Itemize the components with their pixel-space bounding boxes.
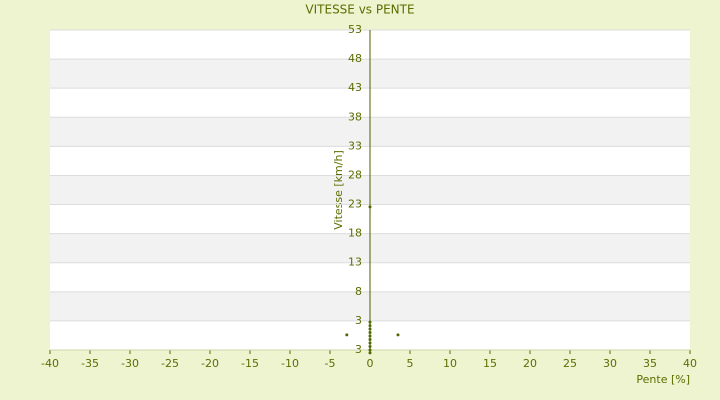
y-tick-label: 13 (348, 256, 362, 269)
x-tick-label: 15 (483, 357, 497, 370)
y-tick-label: 8 (355, 285, 362, 298)
chart-title: VITESSE vs PENTE (305, 3, 414, 17)
x-tick-label: 10 (443, 357, 457, 370)
y-tick-label: 18 (348, 227, 362, 240)
y-tick-label: 28 (348, 168, 362, 181)
x-tick-label: -5 (325, 357, 336, 370)
x-tick-label: -40 (41, 357, 59, 370)
point (368, 324, 372, 328)
point (368, 351, 372, 355)
x-tick-label: -10 (281, 357, 299, 370)
point (368, 341, 372, 345)
x-tick-label: -20 (201, 357, 219, 370)
x-tick-label: 0 (367, 357, 374, 370)
x-tick-label: 30 (603, 357, 617, 370)
x-tick-label: -25 (161, 357, 179, 370)
point (368, 327, 372, 331)
point (368, 345, 372, 349)
y-tick-label: 53 (348, 23, 362, 36)
x-tick-label: 5 (407, 357, 414, 370)
y-tick-label: 43 (348, 81, 362, 94)
x-tick-label: -35 (81, 357, 99, 370)
x-tick-label: 40 (683, 357, 697, 370)
x-tick-label: 35 (643, 357, 657, 370)
y-tick-label: 23 (348, 198, 362, 211)
x-tick-label: -15 (241, 357, 259, 370)
y-tick-label: 48 (348, 52, 362, 65)
x-tick-label: 20 (523, 357, 537, 370)
point (368, 320, 372, 324)
y-tick-label: 38 (348, 110, 362, 123)
point (368, 205, 372, 209)
x-tick-label: 25 (563, 357, 577, 370)
point (368, 338, 372, 342)
point (368, 334, 372, 338)
x-axis-label: Pente [%] (636, 373, 690, 386)
y-axis-label: Vitesse [km/h] (332, 150, 345, 230)
y-tick-label: 33 (348, 139, 362, 152)
point (368, 331, 372, 335)
point (368, 348, 372, 352)
point (396, 333, 400, 337)
y-tick-label: 3 (355, 314, 362, 327)
point (345, 333, 349, 337)
x-tick-label: -30 (121, 357, 139, 370)
